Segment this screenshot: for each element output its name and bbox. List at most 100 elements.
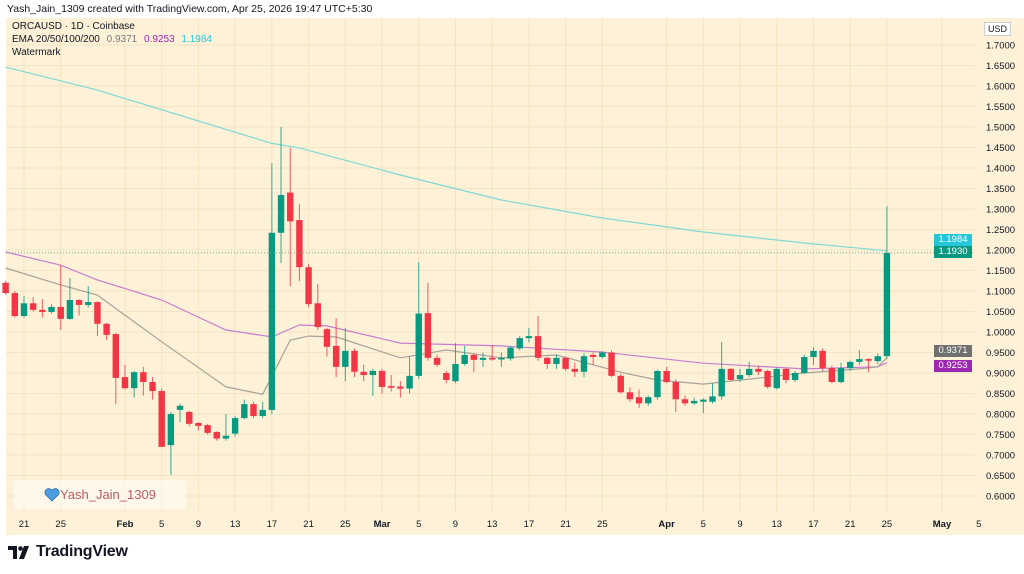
y-tick-label: 0.7000 [986, 451, 1015, 462]
x-tick-label: Feb [117, 519, 134, 530]
candle-body [360, 371, 367, 376]
candle-down [360, 364, 367, 382]
candle-body [231, 418, 239, 434]
candle-down [121, 364, 129, 390]
legend-ema[interactable]: EMA 20/50/100/200 0.9371 0.9253 1.1984 [12, 34, 216, 45]
x-tick-label: 25 [882, 519, 893, 530]
y-tick-label: 1.0500 [986, 307, 1015, 318]
candle-up [883, 206, 891, 359]
candle-body [287, 192, 294, 222]
candle-body [635, 397, 643, 404]
candle-down [2, 280, 9, 296]
candle-down [204, 423, 211, 435]
candle-up [516, 336, 523, 351]
x-tick-label: 17 [524, 519, 535, 530]
candle-up [525, 327, 533, 343]
candle-up [599, 351, 606, 359]
y-tick-label: 1.7000 [986, 41, 1015, 52]
x-tick-label: 21 [303, 519, 314, 530]
candle-body [534, 336, 542, 358]
x-tick-label: 21 [845, 519, 856, 530]
x-tick-label: 5 [159, 519, 164, 530]
candle-body [690, 400, 698, 404]
candle-body [746, 368, 753, 376]
candle-body [764, 370, 771, 387]
candle-down [589, 352, 597, 365]
y-tick-label: 1.3000 [986, 205, 1015, 216]
candle-down [149, 377, 156, 400]
x-tick-label: 9 [737, 519, 742, 530]
candle-body [617, 375, 624, 393]
x-tick-label: 25 [340, 519, 351, 530]
candle-down [57, 265, 64, 330]
candle-down [103, 322, 110, 341]
chart-header: Yash_Jain_1309 created with TradingView.… [7, 3, 373, 15]
tradingview-logo[interactable]: TradingView [8, 543, 128, 561]
candle-down [488, 345, 496, 361]
candle-body [837, 368, 845, 383]
candle-up [810, 347, 817, 365]
candle-down [672, 379, 679, 412]
y-tick-label: 1.2000 [986, 246, 1015, 257]
candle-body [130, 372, 138, 389]
price-label: 0.9371 [934, 344, 972, 357]
y-tick-label: 1.6500 [986, 61, 1015, 72]
legend-watermark[interactable]: Watermark [12, 47, 61, 58]
candle-up [48, 304, 55, 314]
candle-down [433, 354, 441, 367]
price-axis[interactable]: 1.7000 1.6500 1.6000 1.5500 1.5000 1.4500 1.40… [975, 18, 1024, 535]
candle-up [553, 354, 560, 369]
watermark-text: Yash_Jain_1309 [60, 487, 156, 502]
candle-up [837, 362, 845, 384]
candle-down [332, 318, 340, 378]
candle-down [424, 282, 432, 361]
time-axis[interactable]: 21 25 Feb 5 9 13 17 21 25 Mar 5 9 13 17 21 25 Apr 5 9 13 17 2… [19, 519, 982, 530]
candle-down [11, 291, 19, 318]
candle-up [66, 277, 74, 320]
ema-line-ema-slow [5, 66, 887, 252]
candle-body [801, 357, 808, 373]
y-tick-label: 1.5000 [986, 123, 1015, 134]
x-tick-label: Mar [374, 519, 391, 530]
candle-body [755, 368, 762, 372]
candle-body [158, 391, 165, 447]
candle-body [883, 252, 891, 357]
candle-body [213, 432, 220, 439]
candle-up [369, 368, 377, 396]
x-tick-label: 5 [416, 519, 421, 530]
candle-body [571, 368, 578, 372]
candle-body [140, 372, 147, 383]
candle-down [388, 375, 395, 392]
candle-body [709, 396, 716, 402]
candle-body [20, 303, 28, 317]
candle-body [700, 399, 707, 402]
legend-symbol[interactable]: ORCAUSD · 1D · Coinbase [12, 21, 135, 32]
candle-up [167, 411, 175, 476]
candle-body [819, 350, 826, 369]
candle-body [167, 414, 175, 446]
candle-up [709, 383, 716, 404]
candle-body [112, 334, 119, 378]
currency-button[interactable]: USD [984, 22, 1012, 36]
candle-down [727, 368, 735, 382]
candle-down [323, 327, 331, 357]
candle-down [158, 388, 165, 447]
candle-down [865, 358, 872, 373]
candle-body [562, 357, 569, 369]
candle-up [773, 368, 780, 390]
candle-body [498, 357, 505, 360]
candle-up [231, 416, 239, 437]
candle-body [103, 323, 110, 335]
candle-body [378, 370, 386, 387]
candle-body [654, 370, 661, 398]
x-tick-label: 17 [267, 519, 278, 530]
candle-down [112, 332, 119, 405]
candle-up [452, 343, 459, 384]
candle-body [681, 399, 689, 404]
y-tick-label: 0.8500 [986, 389, 1015, 400]
x-tick-label: 17 [808, 519, 819, 530]
candle-up [259, 401, 266, 419]
candle-up [277, 127, 285, 264]
candle-up [222, 414, 230, 441]
